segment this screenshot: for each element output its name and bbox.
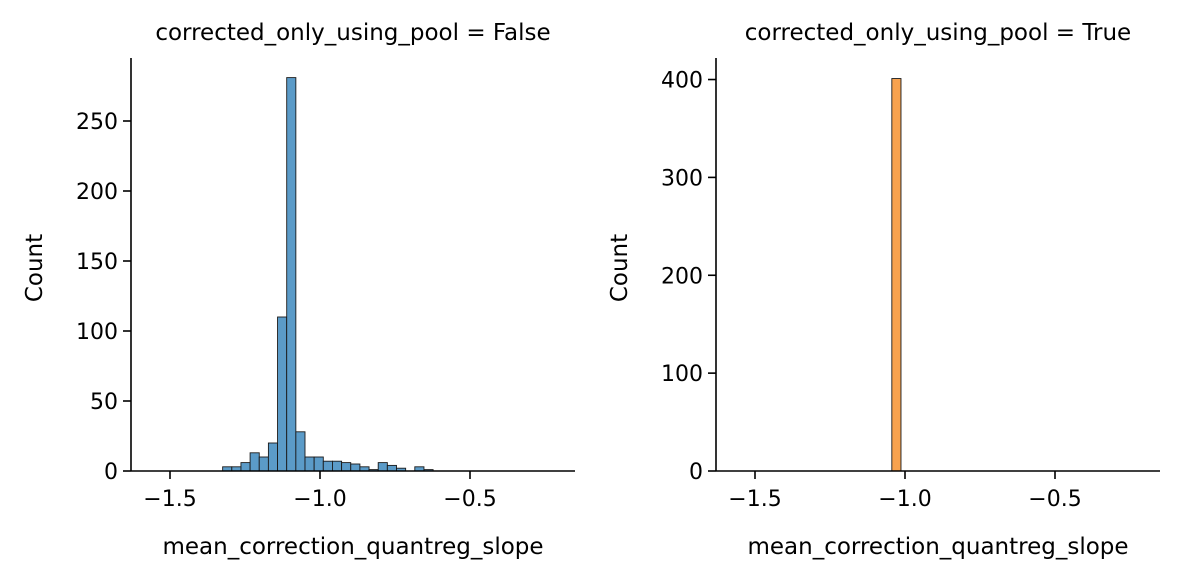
y-tick-label: 100	[76, 320, 118, 345]
x-axis-title-false: mean_correction_quantreg_slope	[162, 534, 543, 560]
y-tick-label: 0	[689, 460, 703, 485]
histogram-bar	[240, 462, 251, 472]
y-tick-label: 300	[661, 166, 703, 191]
x-ticks-true: −1.5 −1.0 −0.5	[728, 471, 1082, 512]
panel-false: corrected_only_using_pool = False −1.5 −1…	[22, 20, 575, 560]
y-axis-title-true: Count	[607, 234, 633, 302]
bars-true	[891, 78, 902, 472]
histogram-bar	[341, 462, 352, 472]
histogram-bar	[350, 463, 361, 472]
y-tick-label: 0	[104, 460, 118, 485]
y-tick-label: 100	[661, 362, 703, 387]
x-tick-label: −1.5	[728, 487, 781, 512]
y-axis-title-false: Count	[22, 234, 48, 302]
bars-false	[222, 77, 434, 472]
histogram-bar	[258, 456, 269, 472]
histogram-bar	[277, 316, 288, 472]
histogram-bar	[249, 452, 260, 472]
panel-title-false: corrected_only_using_pool = False	[155, 20, 550, 46]
y-tick-label: 150	[76, 250, 118, 275]
histogram-bar	[386, 464, 397, 472]
y-tick-label: 200	[76, 180, 118, 205]
y-tick-label: 250	[76, 110, 118, 135]
x-tick-label: −1.5	[143, 487, 196, 512]
histogram-bar	[267, 442, 278, 472]
histogram-bar	[332, 460, 343, 472]
x-tick-label: −1.0	[878, 487, 931, 512]
x-ticks-false: −1.5 −1.0 −0.5	[143, 471, 497, 512]
histogram-bar	[295, 431, 306, 472]
y-ticks-true: 0 100 200 300 400	[661, 69, 716, 485]
histogram-bar	[304, 456, 315, 472]
histogram-bar	[377, 462, 388, 472]
histogram-bar	[891, 78, 902, 472]
histogram-bar	[286, 77, 297, 472]
x-tick-label: −0.5	[1028, 487, 1081, 512]
panel-title-true: corrected_only_using_pool = True	[745, 20, 1131, 46]
x-axis-title-true: mean_correction_quantreg_slope	[747, 534, 1128, 560]
y-ticks-false: 0 50 100 150 200 250	[76, 110, 131, 485]
x-tick-label: −0.5	[443, 487, 496, 512]
histogram-bar	[322, 460, 333, 472]
y-tick-label: 50	[90, 390, 118, 415]
x-tick-label: −1.0	[293, 487, 346, 512]
y-tick-label: 400	[661, 69, 703, 94]
panel-true: corrected_only_using_pool = True −1.5 −1.…	[607, 20, 1160, 560]
histogram-bar	[313, 456, 324, 472]
y-tick-label: 200	[661, 264, 703, 289]
